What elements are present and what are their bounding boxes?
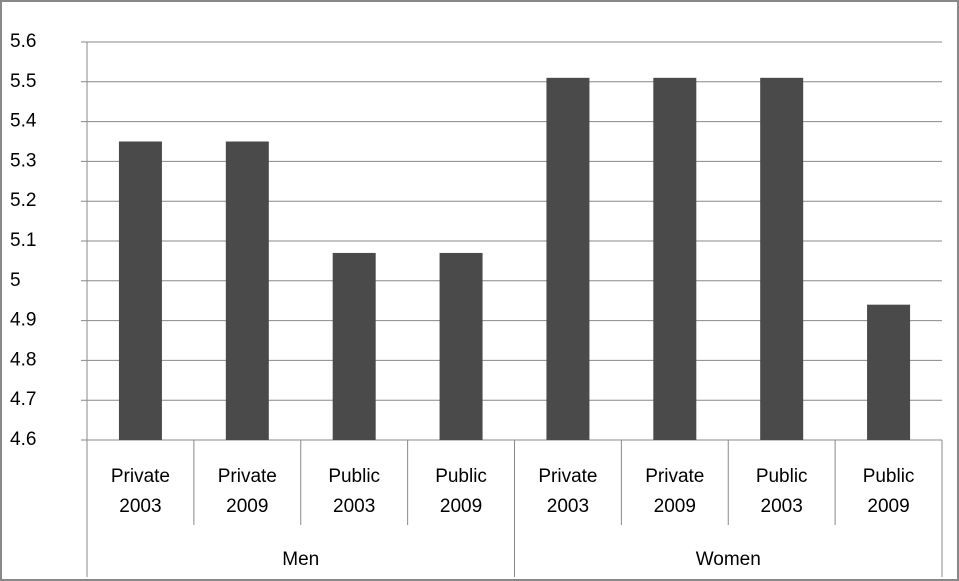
x-tick-label: 2009 <box>226 496 268 517</box>
bar <box>546 77 590 440</box>
bar <box>653 77 697 440</box>
x-tick-label: 2009 <box>654 496 696 517</box>
y-tick-label: 5 <box>10 270 21 291</box>
x-tick-label: 2003 <box>547 496 589 517</box>
y-tick-label: 5.5 <box>10 71 36 92</box>
x-tick-label: 2009 <box>867 496 909 517</box>
x-tick-label: 2003 <box>333 496 375 517</box>
x-tick-label: Public <box>756 466 808 487</box>
bar <box>439 252 483 440</box>
x-tick-label: Private <box>218 466 277 487</box>
y-tick-label: 5.6 <box>10 31 36 52</box>
y-tick-label: 5.2 <box>10 190 36 211</box>
bar <box>867 304 911 440</box>
x-tick-label: Public <box>328 466 380 487</box>
bar <box>118 141 162 440</box>
bar <box>760 77 804 440</box>
y-tick-label: 5.3 <box>10 150 36 171</box>
bar <box>332 252 376 440</box>
x-tick-label: Private <box>645 466 704 487</box>
x-tick-label: 2003 <box>761 496 803 517</box>
y-tick-label: 5.4 <box>10 111 37 132</box>
x-tick-label: 2009 <box>440 496 482 517</box>
bar <box>225 141 269 440</box>
group-label: Women <box>696 549 761 570</box>
x-tick-label: Private <box>538 466 597 487</box>
x-tick-label: Public <box>863 466 915 487</box>
y-tick-label: 4.9 <box>10 310 36 331</box>
y-tick-label: 4.6 <box>10 429 36 450</box>
group-label: Men <box>282 549 319 570</box>
y-tick-label: 5.1 <box>10 230 36 251</box>
x-tick-label: Private <box>111 466 170 487</box>
x-tick-label: Public <box>435 466 487 487</box>
y-tick-label: 4.8 <box>10 349 36 370</box>
x-tick-label: 2003 <box>119 496 161 517</box>
y-tick-label: 4.7 <box>10 389 36 410</box>
